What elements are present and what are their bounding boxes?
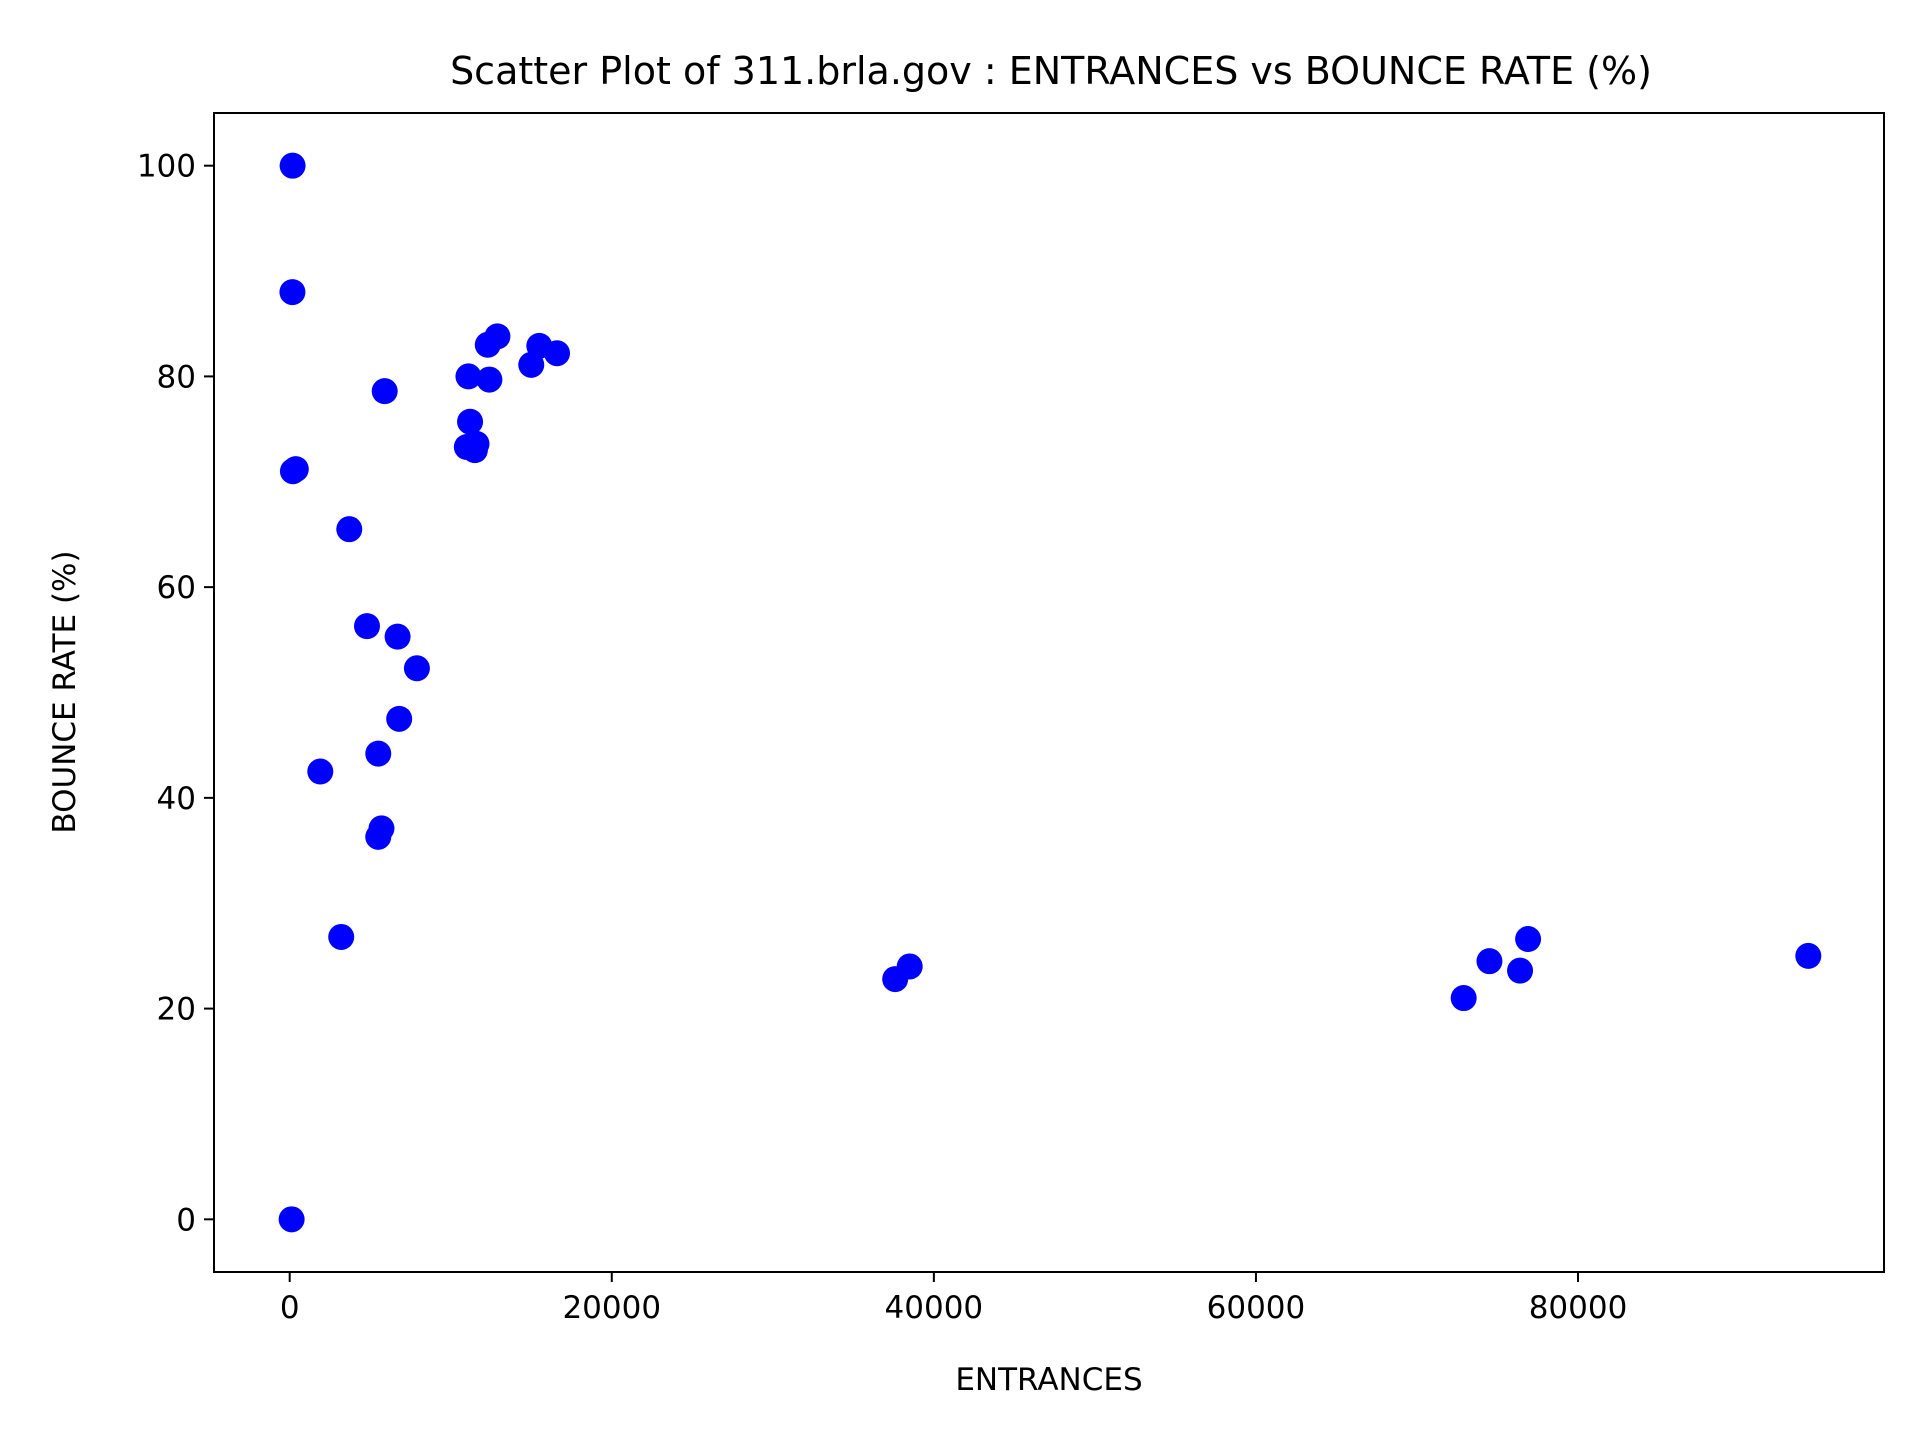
data-point	[476, 366, 503, 393]
data-point	[279, 152, 306, 179]
data-point	[328, 923, 355, 950]
x-tick-label: 60000	[1207, 1290, 1306, 1326]
x-axis-ticks: 0 20000 40000 60000 80000	[280, 1272, 1628, 1326]
data-point	[386, 705, 413, 732]
data-point	[544, 340, 571, 367]
y-tick-label: 60	[157, 570, 196, 606]
data-point	[307, 758, 334, 785]
data-point	[484, 323, 511, 350]
data-point	[1795, 942, 1822, 969]
data-point	[457, 408, 484, 435]
data-point	[453, 434, 480, 461]
y-tick-label: 0	[176, 1202, 196, 1238]
y-tick-label: 20	[157, 992, 196, 1028]
data-point	[353, 613, 380, 640]
y-tick-label: 100	[137, 149, 196, 185]
data-point	[371, 378, 398, 405]
data-point	[1515, 926, 1542, 953]
y-tick-label: 40	[157, 781, 196, 817]
y-tick-label: 80	[157, 359, 196, 395]
chart-title: Scatter Plot of 311.brla.gov : ENTRANCES…	[450, 49, 1652, 93]
x-tick-label: 0	[280, 1290, 300, 1326]
plot-frame	[213, 112, 1885, 1273]
x-tick-label: 80000	[1529, 1290, 1628, 1326]
data-point	[365, 823, 392, 850]
data-point	[455, 363, 482, 390]
x-tick-label: 20000	[562, 1290, 661, 1326]
data-point	[403, 655, 430, 682]
y-axis-ticks: 0 20 40 60 80 100	[137, 149, 214, 1238]
data-point	[384, 623, 411, 650]
data-point	[278, 1206, 305, 1233]
data-point	[1476, 948, 1503, 975]
y-axis-label: BOUNCE RATE (%)	[47, 550, 83, 833]
data-point	[1507, 957, 1534, 984]
data-point	[1450, 985, 1477, 1012]
data-points	[278, 152, 1822, 1233]
x-tick-label: 40000	[885, 1290, 984, 1326]
x-axis-label: ENTRANCES	[955, 1362, 1142, 1398]
data-point	[279, 458, 306, 485]
data-point	[279, 279, 306, 306]
data-point	[896, 953, 923, 980]
data-point	[365, 740, 392, 767]
data-point	[336, 516, 363, 543]
